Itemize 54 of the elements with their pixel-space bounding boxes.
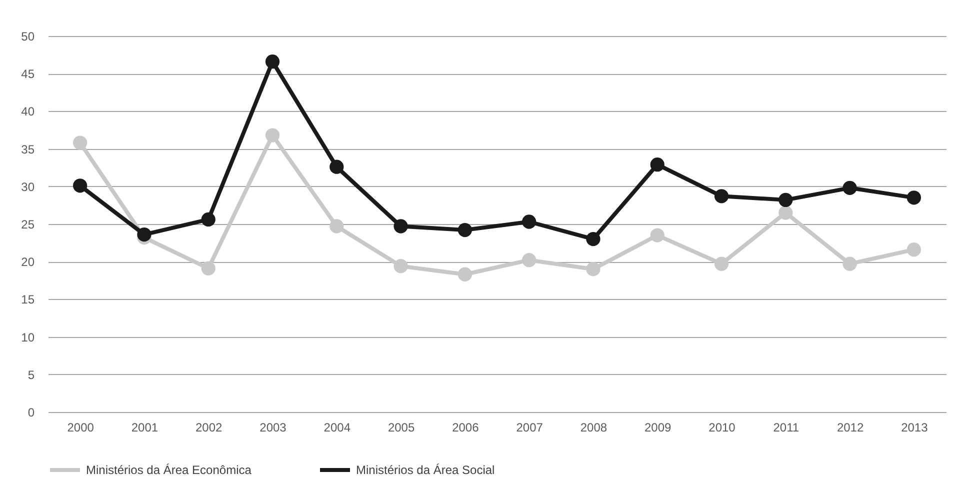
y-tick-label: 5 [28, 368, 35, 382]
x-tick-label: 2006 [452, 420, 480, 434]
point [650, 158, 664, 172]
y-tick-label: 45 [21, 67, 35, 82]
point [265, 128, 280, 142]
x-tick-label: 2013 [901, 420, 928, 434]
x-tick-label: 2000 [67, 420, 94, 434]
x-tick-label: 2007 [516, 420, 544, 434]
x-tick-label: 2012 [836, 420, 864, 434]
x-tick-label: 2009 [644, 420, 672, 434]
point [394, 259, 408, 274]
x-tick-label: 2003 [260, 420, 287, 434]
point [778, 206, 793, 220]
y-tick-label: 10 [21, 330, 35, 344]
y-tick-label: 50 [21, 30, 35, 44]
x-tick-label: 2002 [196, 420, 223, 434]
y-tick-label: 20 [21, 255, 35, 270]
x-tick-label: 2001 [131, 420, 158, 434]
x-tick-label: 2008 [580, 420, 608, 434]
point [778, 192, 793, 207]
point [842, 256, 857, 271]
x-tick-label: 2010 [708, 420, 736, 434]
point [714, 189, 729, 204]
point [458, 222, 472, 238]
point [906, 242, 921, 257]
point [522, 253, 536, 268]
point [650, 228, 664, 242]
y-tick-label: 30 [21, 180, 35, 194]
y-tick-label: 15 [21, 292, 35, 307]
point [330, 160, 344, 174]
point [330, 219, 344, 234]
y-tick-label: 35 [21, 142, 35, 156]
x-tick-label: 2005 [388, 420, 415, 434]
point [394, 219, 408, 234]
point [586, 262, 600, 276]
point [73, 178, 88, 193]
y-tick-label: 25 [21, 218, 35, 232]
point [73, 136, 88, 150]
point [522, 214, 536, 229]
x-tick-label: 2011 [773, 420, 800, 434]
y-tick-label: 0 [28, 406, 35, 420]
point [906, 190, 921, 205]
legend-label: Ministérios da Área Econômica [86, 463, 252, 477]
point [842, 180, 857, 195]
point [201, 261, 216, 276]
point [201, 212, 216, 227]
point [586, 232, 600, 246]
point [458, 267, 472, 282]
y-tick-label: 40 [21, 104, 35, 119]
point [265, 54, 280, 69]
legend-label: Ministérios da Área Social [356, 463, 495, 477]
point [137, 227, 152, 242]
x-tick-label: 2004 [324, 420, 351, 434]
point [714, 256, 729, 271]
